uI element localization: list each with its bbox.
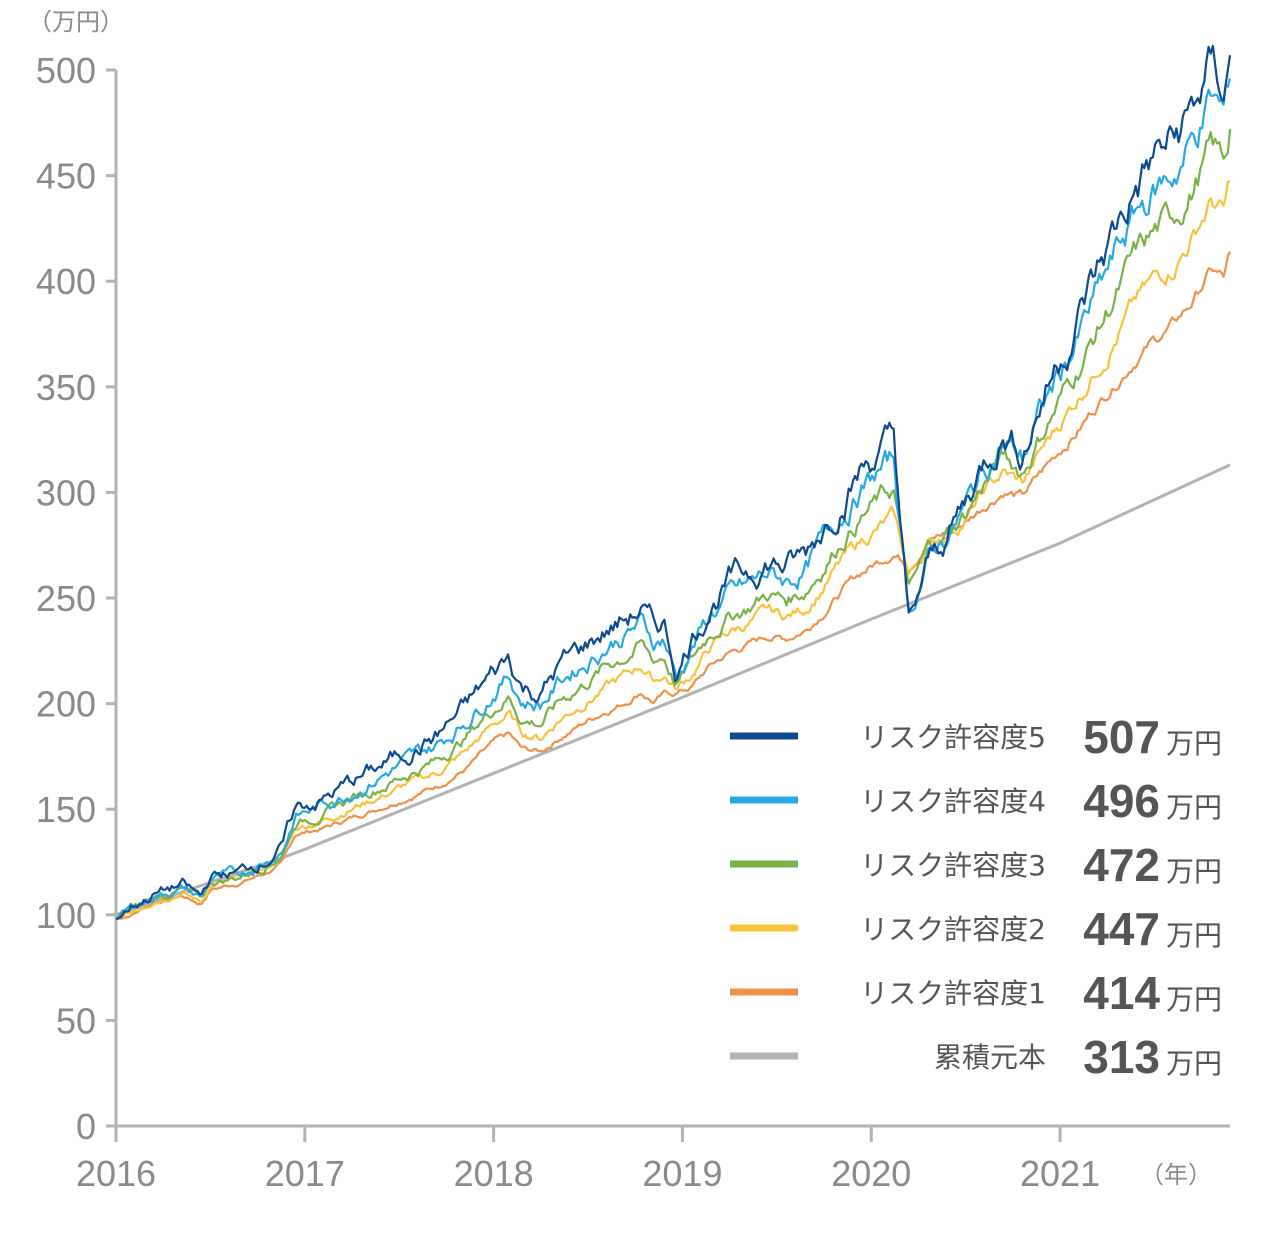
legend-label: リスク許容度3 xyxy=(860,849,1046,882)
axes xyxy=(114,70,1230,1128)
x-tick-label: 2017 xyxy=(265,1153,345,1194)
series-line-6 xyxy=(115,463,1231,917)
series-line-1 xyxy=(115,44,1232,921)
y-tick-label: 250 xyxy=(36,578,96,619)
x-axis-ticks: 2016 2017 2018 2019 2020 2021 xyxy=(76,1126,1100,1194)
series-line-5 xyxy=(115,251,1231,921)
legend-value-unit: 万円 xyxy=(1166,855,1222,888)
y-axis-ticks: 0 50 100 150 200 250 300 350 400 450 500 xyxy=(36,50,116,1147)
legend-label: 累積元本 xyxy=(934,1041,1046,1074)
y-tick-label: 0 xyxy=(76,1106,96,1147)
legend-value-unit: 万円 xyxy=(1166,791,1222,824)
legend-value-unit: 万円 xyxy=(1166,1047,1222,1080)
y-tick-label: 400 xyxy=(36,261,96,302)
legend-value-unit: 万円 xyxy=(1166,983,1222,1016)
series-line-2 xyxy=(115,78,1232,921)
y-tick-label: 50 xyxy=(56,1000,96,1041)
legend-label: リスク許容度4 xyxy=(860,785,1046,818)
legend-value: 507 xyxy=(1083,711,1160,763)
legend-value: 313 xyxy=(1083,1031,1160,1083)
y-tick-label: 150 xyxy=(36,789,96,830)
y-tick-label: 200 xyxy=(36,684,96,725)
legend-label: リスク許容度5 xyxy=(860,721,1046,754)
y-tick-label: 100 xyxy=(36,895,96,936)
y-tick-label: 300 xyxy=(36,472,96,513)
x-tick-label: 2018 xyxy=(454,1153,534,1194)
y-tick-label: 500 xyxy=(36,50,96,91)
x-tick-label: 2020 xyxy=(831,1153,911,1194)
y-tick-label: 450 xyxy=(36,156,96,197)
y-axis-unit-label: （万円） xyxy=(28,8,124,36)
x-tick-label: 2019 xyxy=(642,1153,722,1194)
y-tick-label: 350 xyxy=(36,367,96,408)
x-tick-label: 2016 xyxy=(76,1153,156,1194)
legend-label: リスク許容度2 xyxy=(860,913,1046,946)
legend-value: 447 xyxy=(1083,903,1160,955)
series-line-3 xyxy=(115,129,1232,920)
legend-value-unit: 万円 xyxy=(1166,727,1222,760)
legend-value: 472 xyxy=(1083,839,1160,891)
legend-value: 414 xyxy=(1083,967,1160,1019)
series-line-4 xyxy=(115,180,1231,920)
x-tick-label: 2021 xyxy=(1020,1153,1100,1194)
legend-value-unit: 万円 xyxy=(1166,919,1222,952)
x-axis-unit-label: （年） xyxy=(1140,1161,1212,1189)
series-lines xyxy=(115,44,1232,921)
legend-label: リスク許容度1 xyxy=(860,977,1046,1010)
legend-value: 496 xyxy=(1083,775,1160,827)
